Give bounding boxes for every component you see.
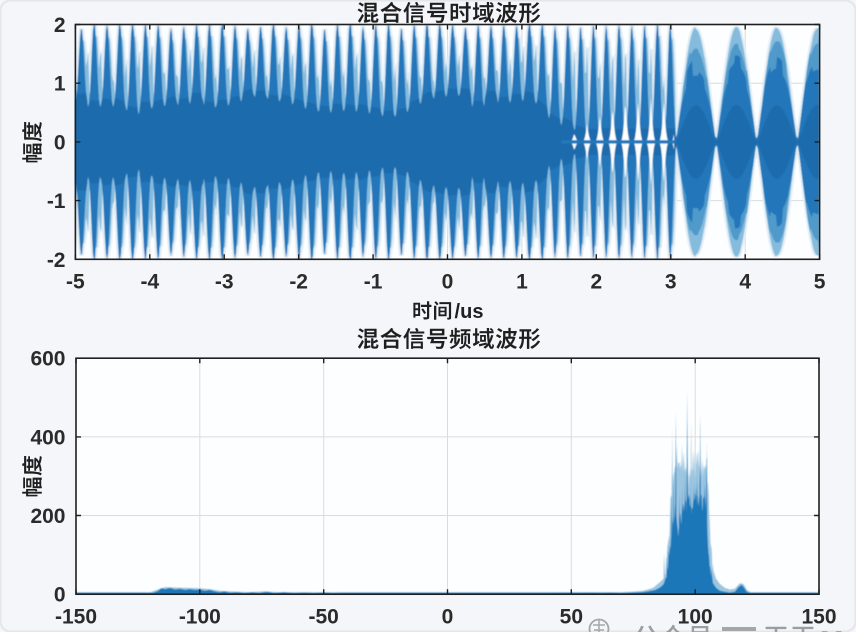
svg-text:100: 100	[678, 606, 713, 629]
svg-text:4: 4	[739, 271, 751, 294]
svg-text:2: 2	[590, 271, 602, 294]
svg-text:1: 1	[516, 271, 528, 294]
svg-text:0: 0	[442, 271, 454, 294]
svg-text:-100: -100	[179, 606, 221, 629]
svg-text:-1: -1	[364, 271, 383, 294]
svg-text:400: 400	[30, 426, 65, 449]
svg-text:-4: -4	[140, 271, 159, 294]
svg-text:200: 200	[30, 505, 65, 528]
svg-text:0: 0	[54, 584, 66, 607]
svg-text:-50: -50	[308, 606, 338, 629]
svg-text:1: 1	[54, 73, 66, 96]
svg-text:2: 2	[54, 14, 66, 37]
svg-text:-1: -1	[47, 190, 66, 213]
svg-text:-3: -3	[215, 271, 234, 294]
svg-text:-2: -2	[289, 271, 308, 294]
svg-text:150: 150	[801, 606, 836, 629]
svg-text:5: 5	[814, 271, 826, 294]
svg-text:-150: -150	[55, 606, 97, 629]
svg-text:50: 50	[560, 606, 583, 629]
svg-text:0: 0	[442, 606, 454, 629]
svg-text:Math: Math	[820, 625, 856, 632]
svg-text:/us: /us	[455, 301, 484, 323]
svg-text:-2: -2	[47, 249, 66, 272]
svg-text:3: 3	[665, 271, 677, 294]
svg-text:-5: -5	[66, 271, 85, 294]
svg-text:0: 0	[54, 131, 66, 154]
svg-text:600: 600	[30, 348, 65, 371]
